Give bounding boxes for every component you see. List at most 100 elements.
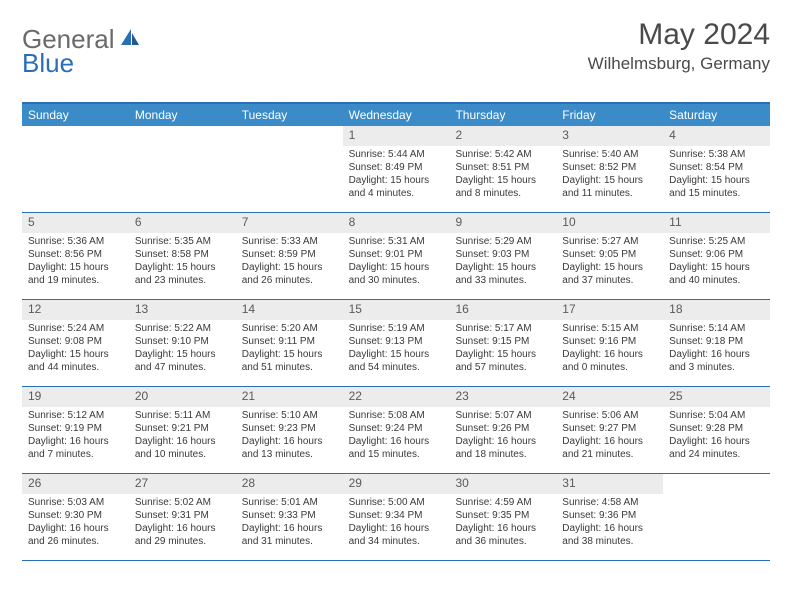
daylight: Daylight: 15 hours and 26 minutes. — [242, 261, 337, 287]
day-number — [22, 126, 129, 144]
dow-tuesday: Tuesday — [236, 104, 343, 126]
day-23: 23Sunrise: 5:07 AMSunset: 9:26 PMDayligh… — [449, 387, 556, 473]
day-details: Sunrise: 5:04 AMSunset: 9:28 PMDaylight:… — [663, 407, 770, 465]
day-details: Sunrise: 5:08 AMSunset: 9:24 PMDaylight:… — [343, 407, 450, 465]
sunset: Sunset: 9:08 PM — [28, 335, 123, 348]
sunset: Sunset: 8:59 PM — [242, 248, 337, 261]
day-number: 16 — [449, 300, 556, 320]
day-17: 17Sunrise: 5:15 AMSunset: 9:16 PMDayligh… — [556, 300, 663, 386]
sunrise: Sunrise: 5:03 AM — [28, 496, 123, 509]
sunrise: Sunrise: 5:40 AM — [562, 148, 657, 161]
day-29: 29Sunrise: 5:00 AMSunset: 9:34 PMDayligh… — [343, 474, 450, 560]
week-row: 5Sunrise: 5:36 AMSunset: 8:56 PMDaylight… — [22, 213, 770, 300]
day-5: 5Sunrise: 5:36 AMSunset: 8:56 PMDaylight… — [22, 213, 129, 299]
sunrise: Sunrise: 5:20 AM — [242, 322, 337, 335]
day-number: 17 — [556, 300, 663, 320]
day-15: 15Sunrise: 5:19 AMSunset: 9:13 PMDayligh… — [343, 300, 450, 386]
day-14: 14Sunrise: 5:20 AMSunset: 9:11 PMDayligh… — [236, 300, 343, 386]
header: General May 2024 Wilhelmsburg, Germany — [22, 18, 770, 74]
logo-line2: Blue — [22, 48, 74, 79]
day-details: Sunrise: 5:07 AMSunset: 9:26 PMDaylight:… — [449, 407, 556, 465]
day-details: Sunrise: 5:44 AMSunset: 8:49 PMDaylight:… — [343, 146, 450, 204]
sunrise: Sunrise: 5:08 AM — [349, 409, 444, 422]
day-details: Sunrise: 5:19 AMSunset: 9:13 PMDaylight:… — [343, 320, 450, 378]
day-details — [22, 144, 129, 150]
day-24: 24Sunrise: 5:06 AMSunset: 9:27 PMDayligh… — [556, 387, 663, 473]
sunrise: Sunrise: 5:19 AM — [349, 322, 444, 335]
sunset: Sunset: 8:58 PM — [135, 248, 230, 261]
sunset: Sunset: 9:34 PM — [349, 509, 444, 522]
daylight: Daylight: 16 hours and 29 minutes. — [135, 522, 230, 548]
month-title: May 2024 — [588, 18, 770, 52]
sunrise: Sunrise: 5:01 AM — [242, 496, 337, 509]
day-details: Sunrise: 5:10 AMSunset: 9:23 PMDaylight:… — [236, 407, 343, 465]
day-details: Sunrise: 5:40 AMSunset: 8:52 PMDaylight:… — [556, 146, 663, 204]
sunset: Sunset: 9:27 PM — [562, 422, 657, 435]
day-number: 27 — [129, 474, 236, 494]
sunrise: Sunrise: 5:29 AM — [455, 235, 550, 248]
daylight: Daylight: 15 hours and 11 minutes. — [562, 174, 657, 200]
day-number: 13 — [129, 300, 236, 320]
sunrise: Sunrise: 5:17 AM — [455, 322, 550, 335]
sunset: Sunset: 9:19 PM — [28, 422, 123, 435]
day-number: 6 — [129, 213, 236, 233]
day-details — [129, 144, 236, 150]
sunset: Sunset: 9:33 PM — [242, 509, 337, 522]
daylight: Daylight: 15 hours and 57 minutes. — [455, 348, 550, 374]
daylight: Daylight: 15 hours and 8 minutes. — [455, 174, 550, 200]
title-block: May 2024 Wilhelmsburg, Germany — [588, 18, 770, 74]
day-25: 25Sunrise: 5:04 AMSunset: 9:28 PMDayligh… — [663, 387, 770, 473]
day-number: 23 — [449, 387, 556, 407]
day-7: 7Sunrise: 5:33 AMSunset: 8:59 PMDaylight… — [236, 213, 343, 299]
sunset: Sunset: 9:35 PM — [455, 509, 550, 522]
day-6: 6Sunrise: 5:35 AMSunset: 8:58 PMDaylight… — [129, 213, 236, 299]
daylight: Daylight: 16 hours and 21 minutes. — [562, 435, 657, 461]
day-26: 26Sunrise: 5:03 AMSunset: 9:30 PMDayligh… — [22, 474, 129, 560]
sunset: Sunset: 9:18 PM — [669, 335, 764, 348]
sunset: Sunset: 9:23 PM — [242, 422, 337, 435]
day-21: 21Sunrise: 5:10 AMSunset: 9:23 PMDayligh… — [236, 387, 343, 473]
sunset: Sunset: 9:13 PM — [349, 335, 444, 348]
day-details: Sunrise: 5:35 AMSunset: 8:58 PMDaylight:… — [129, 233, 236, 291]
sunrise: Sunrise: 5:07 AM — [455, 409, 550, 422]
daylight: Daylight: 15 hours and 23 minutes. — [135, 261, 230, 287]
day-4: 4Sunrise: 5:38 AMSunset: 8:54 PMDaylight… — [663, 126, 770, 212]
sunset: Sunset: 9:24 PM — [349, 422, 444, 435]
daylight: Daylight: 16 hours and 31 minutes. — [242, 522, 337, 548]
day-details: Sunrise: 5:12 AMSunset: 9:19 PMDaylight:… — [22, 407, 129, 465]
dow-sunday: Sunday — [22, 104, 129, 126]
sunrise: Sunrise: 5:25 AM — [669, 235, 764, 248]
day-number: 2 — [449, 126, 556, 146]
week-row: 12Sunrise: 5:24 AMSunset: 9:08 PMDayligh… — [22, 300, 770, 387]
sunset: Sunset: 9:11 PM — [242, 335, 337, 348]
sunrise: Sunrise: 5:14 AM — [669, 322, 764, 335]
day-number — [236, 126, 343, 144]
daylight: Daylight: 16 hours and 0 minutes. — [562, 348, 657, 374]
sunrise: Sunrise: 5:12 AM — [28, 409, 123, 422]
calendar: SundayMondayTuesdayWednesdayThursdayFrid… — [22, 102, 770, 561]
day-details: Sunrise: 5:42 AMSunset: 8:51 PMDaylight:… — [449, 146, 556, 204]
sunset: Sunset: 9:01 PM — [349, 248, 444, 261]
sunset: Sunset: 8:51 PM — [455, 161, 550, 174]
sunrise: Sunrise: 5:04 AM — [669, 409, 764, 422]
daylight: Daylight: 16 hours and 26 minutes. — [28, 522, 123, 548]
day-number: 11 — [663, 213, 770, 233]
day-details: Sunrise: 5:02 AMSunset: 9:31 PMDaylight:… — [129, 494, 236, 552]
sunrise: Sunrise: 5:22 AM — [135, 322, 230, 335]
logo-text-blue: Blue — [22, 48, 74, 78]
sunset: Sunset: 9:21 PM — [135, 422, 230, 435]
sunset: Sunset: 9:30 PM — [28, 509, 123, 522]
sunrise: Sunrise: 5:27 AM — [562, 235, 657, 248]
day-11: 11Sunrise: 5:25 AMSunset: 9:06 PMDayligh… — [663, 213, 770, 299]
sunset: Sunset: 9:26 PM — [455, 422, 550, 435]
dow-friday: Friday — [556, 104, 663, 126]
day-details: Sunrise: 5:27 AMSunset: 9:05 PMDaylight:… — [556, 233, 663, 291]
day-details: Sunrise: 5:06 AMSunset: 9:27 PMDaylight:… — [556, 407, 663, 465]
day-number: 29 — [343, 474, 450, 494]
day-13: 13Sunrise: 5:22 AMSunset: 9:10 PMDayligh… — [129, 300, 236, 386]
daylight: Daylight: 16 hours and 13 minutes. — [242, 435, 337, 461]
daylight: Daylight: 16 hours and 15 minutes. — [349, 435, 444, 461]
day-details: Sunrise: 5:24 AMSunset: 9:08 PMDaylight:… — [22, 320, 129, 378]
sunrise: Sunrise: 5:44 AM — [349, 148, 444, 161]
sunset: Sunset: 8:54 PM — [669, 161, 764, 174]
